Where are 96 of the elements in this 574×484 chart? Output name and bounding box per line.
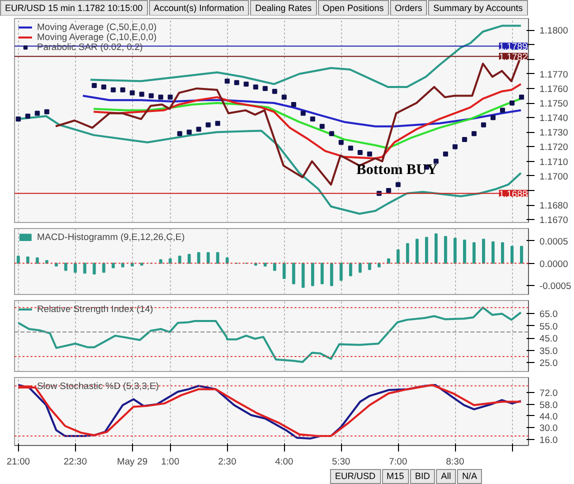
y-tick-label: 1.1750 (540, 98, 568, 109)
bar (520, 246, 524, 264)
text: EUR/USD (330, 469, 381, 484)
ref-line-label: 1.1789 (498, 42, 528, 52)
y-tick-label: 65.0 (540, 309, 558, 320)
bar (292, 262, 296, 284)
bar (92, 262, 96, 274)
bar (282, 262, 286, 279)
y-tick-label: 1.1760 (540, 84, 568, 94)
bar (206, 252, 210, 264)
bar (197, 252, 200, 264)
bar (159, 259, 162, 264)
x-tick-label: 8:30 (446, 456, 464, 466)
x-tick-label: 2:30 (218, 456, 236, 466)
bar (83, 262, 86, 274)
bar (396, 249, 400, 264)
y-tick-label: 1.1770 (540, 69, 568, 80)
bar (406, 243, 410, 264)
y-tick-label: 35.0 (540, 346, 558, 356)
y-tick-label: 30.0 (540, 423, 558, 434)
bar (311, 262, 314, 286)
bar (16, 256, 20, 264)
x-tick-label: 4:00 (275, 456, 294, 466)
x-tick-label: 5:30 (332, 456, 350, 466)
bar (368, 262, 372, 270)
x-tick-label: 1:00 (161, 456, 180, 466)
y-tick-label: 1.1800 (540, 26, 568, 36)
bar (349, 262, 352, 276)
bar (273, 262, 276, 271)
y-tick-label: 0.0000 (540, 258, 568, 269)
bar (454, 238, 457, 264)
y-tick-label: 58.0 (540, 400, 558, 410)
bar (64, 262, 68, 271)
ref-line-label: 1.1688 (498, 188, 528, 199)
text: All (436, 469, 456, 484)
y-tick-label: 72.0 (540, 388, 558, 398)
y-tick-label: 25.0 (540, 358, 558, 368)
text: M15 (382, 469, 410, 484)
bar (26, 256, 30, 264)
y-tick-label: 1.1670 (540, 215, 568, 226)
bar (188, 254, 191, 264)
y-tick-label: 1.1710 (540, 156, 568, 167)
bar (463, 240, 466, 264)
bar (178, 256, 182, 264)
y-tick-label: 16.0 (540, 434, 558, 445)
bar (102, 262, 106, 273)
bar (216, 252, 220, 264)
y-tick-label: 44.0 (540, 411, 558, 422)
bar (36, 257, 39, 264)
chart-title: EUR/USD 15 min 1.1782 10:15:00 (0, 0, 148, 16)
text: Orders (390, 0, 428, 16)
legend-label: Relative Strength Index (14) (37, 304, 154, 314)
y-tick-label: 1.1720 (540, 142, 568, 152)
bar (510, 246, 514, 264)
bar (168, 258, 172, 264)
bar (434, 233, 438, 264)
bar (330, 262, 334, 286)
y-tick-label: -0.0005 (540, 281, 572, 292)
legend-label: Slow Stochastic %D (5,3,3,E) (37, 381, 159, 391)
bar (444, 236, 448, 264)
bar (482, 238, 486, 264)
bar (302, 262, 305, 288)
ref-line-label: 1.1782 (498, 52, 528, 62)
bar (320, 262, 324, 284)
text: Account(s) Information (148, 0, 250, 16)
text: N/A (457, 469, 482, 484)
legend-label: Moving Average (C,10,E,0,0) (37, 32, 157, 42)
bar (340, 262, 343, 281)
text: Open Positions (318, 0, 389, 16)
y-tick-label: 55.0 (540, 321, 558, 332)
bar (112, 262, 115, 268)
text: BID (410, 469, 436, 484)
y-tick-label: 1.1730 (540, 128, 568, 138)
x-tick-label: 22:30 (64, 456, 87, 466)
y-tick-label: 1.1680 (540, 200, 568, 211)
text: Dealing Rates (250, 0, 317, 16)
legend-label: MACD-Histogramm (9,E,12,26,C,E) (37, 232, 185, 242)
bar (472, 242, 476, 264)
y-tick-label: 1.1700 (540, 171, 568, 182)
x-tick-label: 7:00 (389, 456, 408, 466)
annotation: Bottom BUY (356, 162, 438, 178)
bar (492, 241, 495, 264)
bar (74, 262, 77, 273)
bar (264, 262, 267, 266)
y-tick-label: 0.0005 (540, 236, 568, 246)
bar (387, 258, 390, 264)
x-tick-label: 21:00 (6, 456, 30, 466)
y-tick-label: 1.1740 (540, 113, 568, 124)
bar (416, 238, 419, 264)
bar (425, 236, 428, 264)
legend-label: Moving Average (C,50,E,0,0) (37, 22, 157, 32)
bar (226, 257, 229, 264)
bar (501, 242, 504, 264)
text: Summary by Accounts (428, 0, 528, 16)
y-tick-label: 45.0 (540, 334, 558, 344)
x-tick-label: May 29 (116, 456, 148, 466)
